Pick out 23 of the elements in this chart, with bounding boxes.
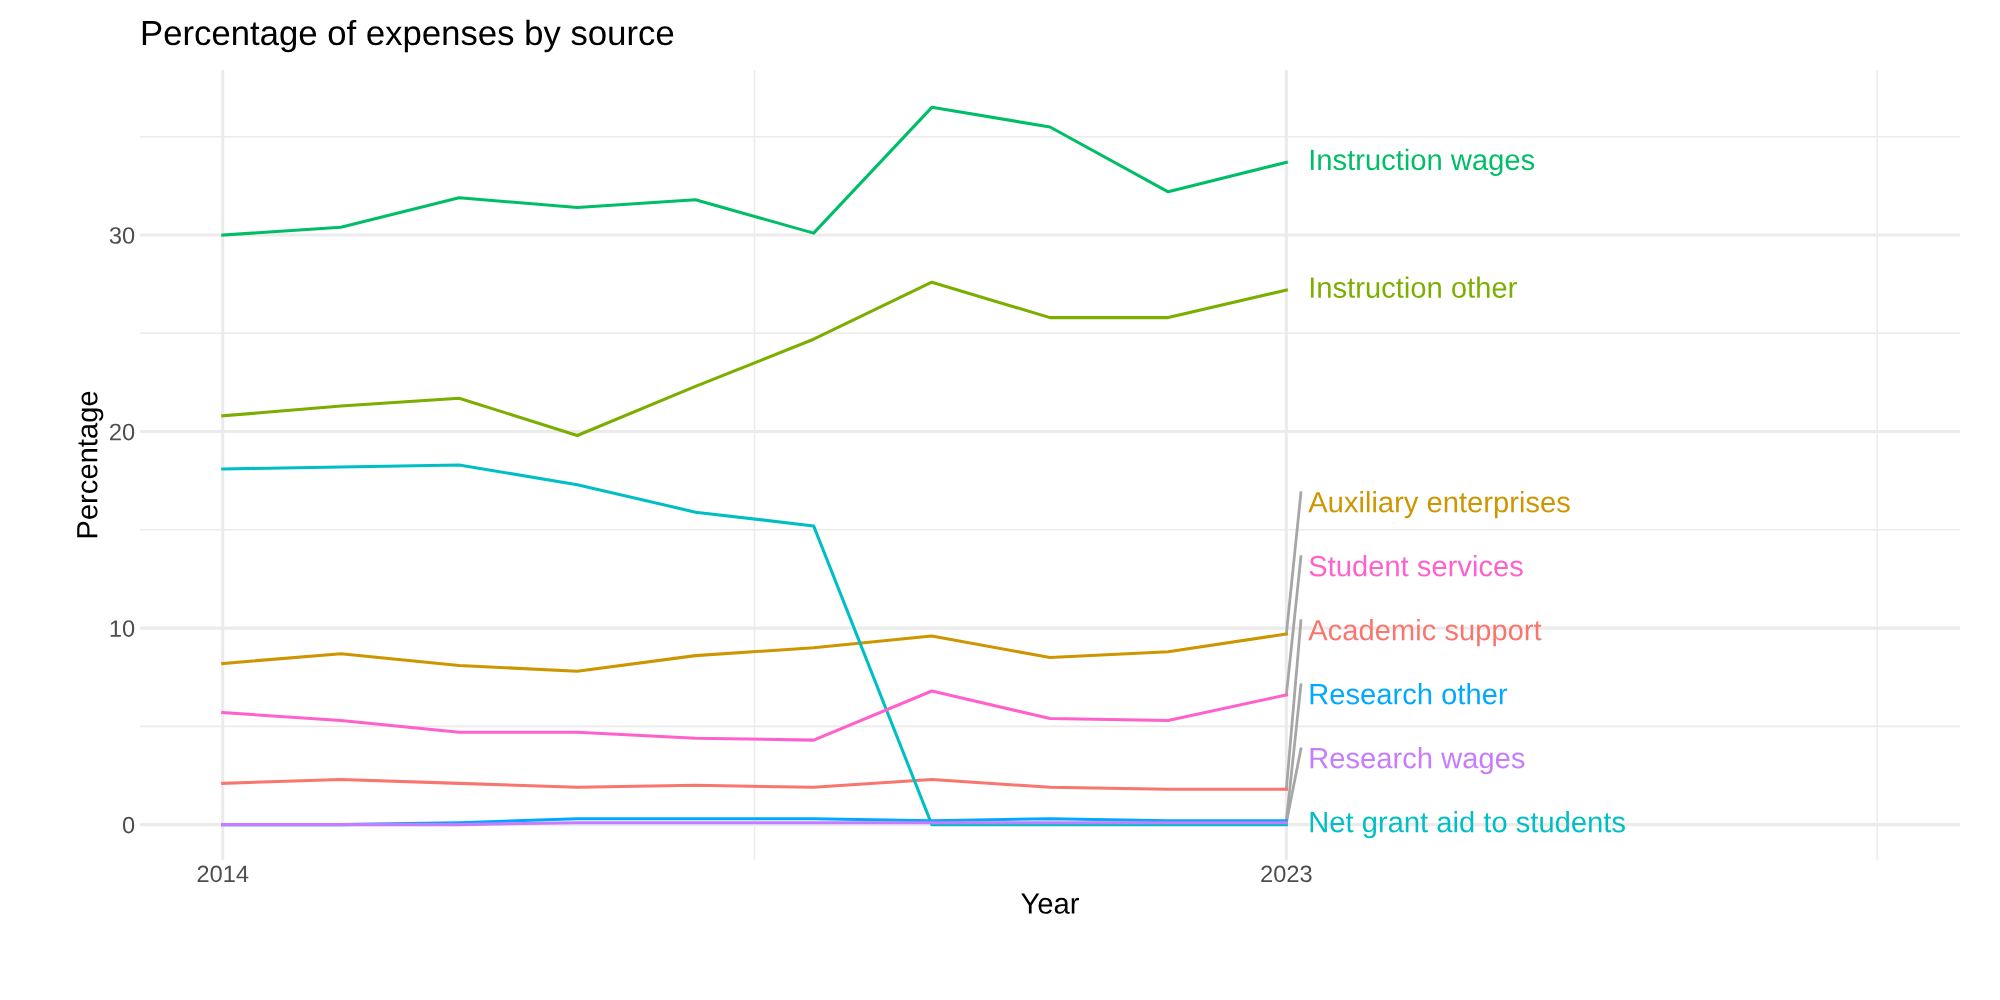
y-axis-title: Percentage [77, 391, 104, 538]
line-series [221, 689, 1288, 742]
text: Research other [1310, 683, 1508, 705]
x-axis-title: Year [1021, 893, 1079, 914]
line-series [221, 463, 1288, 827]
series-label: Net grant aid to students [1310, 811, 1625, 839]
line-series [221, 105, 1288, 237]
chart-title: Percentage of expenses by source [142, 19, 674, 53]
y-tick-label: 20 [110, 423, 135, 441]
series-label: Research wages [1310, 747, 1525, 775]
x-tick-label: 2023 [1261, 865, 1312, 883]
text: Academic support [1308, 619, 1542, 647]
line-series [221, 280, 1288, 438]
y-tick-label: 10 [110, 620, 135, 637]
y-tick-label: 30 [109, 227, 135, 244]
line-series [221, 632, 1288, 673]
series-label: Instruction other [1310, 276, 1517, 298]
series-label: Instruction wages [1310, 148, 1535, 176]
text: Auxiliary enterprises [1308, 491, 1570, 519]
y-tick-label: 0 [122, 816, 135, 834]
text: Student services [1309, 555, 1523, 577]
line-series [221, 777, 1288, 791]
x-tick-label: 2014 [197, 865, 249, 883]
